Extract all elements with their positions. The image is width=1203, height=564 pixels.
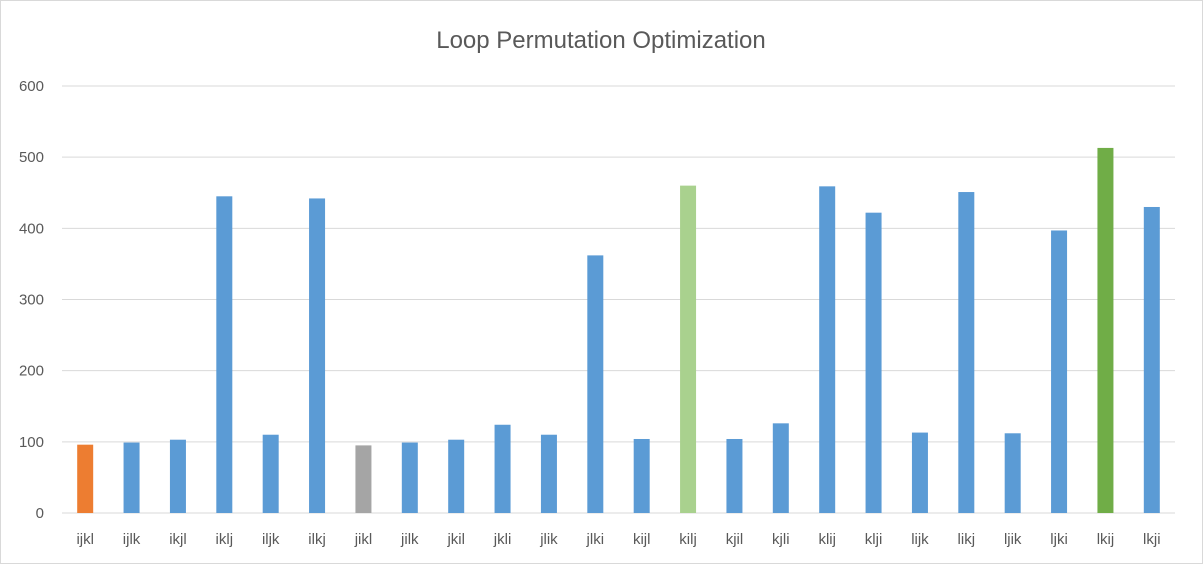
x-tick-label: klij	[818, 531, 836, 548]
x-tick-label: lkji	[1143, 531, 1161, 548]
x-tick-label: ilkj	[308, 531, 326, 548]
bar-lijk	[911, 432, 928, 513]
bar-kijl	[633, 438, 650, 513]
bar-klij	[819, 186, 836, 513]
x-tick-label: jilk	[400, 531, 419, 548]
bar-jlki	[587, 255, 604, 513]
x-tick-label: kijl	[633, 531, 651, 548]
x-tick-label: ljki	[1050, 531, 1068, 548]
chart-title: Loop Permutation Optimization	[436, 27, 766, 54]
x-tick-label: likj	[958, 531, 976, 548]
bar-kjil	[726, 438, 743, 513]
x-tick-label: lijk	[911, 531, 929, 548]
bar-kilj	[680, 185, 697, 513]
x-tick-label: iljk	[262, 531, 280, 548]
bar-ilkj	[309, 198, 326, 513]
bar-ikjl	[169, 439, 186, 513]
bar-jkli	[494, 424, 511, 513]
bar-lkij	[1097, 147, 1114, 514]
x-tick-label: ijlk	[123, 531, 141, 548]
bar-iljk	[262, 434, 279, 513]
bar-ijlk	[123, 442, 140, 513]
bar-ijkl	[77, 444, 94, 513]
x-tick-label: kjil	[726, 531, 744, 548]
bar-jilk	[401, 442, 418, 513]
bar-kjli	[772, 423, 789, 513]
x-tick-label: ikjl	[169, 531, 187, 548]
gridlines	[62, 85, 1175, 514]
x-tick-label: klji	[865, 531, 883, 548]
bar-lkji	[1143, 206, 1160, 514]
y-axis-ticks: 0 100 200 300 400 500 600	[19, 78, 44, 522]
y-tick-label: 300	[19, 292, 44, 309]
x-axis-ticks: ijkl ijlk ikjl iklj iljk ilkj jikl jilk jkil jkli…	[76, 531, 1160, 548]
bar-jlik	[540, 434, 557, 513]
bar-jikl	[355, 445, 372, 513]
bar-iklj	[216, 196, 233, 513]
y-tick-label: 0	[36, 505, 44, 522]
x-tick-label: kilj	[679, 531, 697, 548]
bar-ljik	[1004, 433, 1021, 513]
x-tick-label: jikl	[354, 531, 373, 548]
y-tick-label: 600	[19, 78, 44, 95]
bar-likj	[958, 192, 975, 514]
bar-klji	[865, 212, 882, 513]
bars	[77, 147, 1160, 514]
x-tick-label: ljik	[1004, 531, 1022, 548]
y-tick-label: 400	[19, 220, 44, 237]
x-tick-label: jlik	[539, 531, 558, 548]
x-tick-label: ijkl	[76, 531, 94, 548]
bar-jkil	[448, 439, 465, 513]
x-tick-label: jkil	[446, 531, 465, 548]
bar-ljki	[1051, 230, 1068, 513]
x-tick-label: lkij	[1097, 531, 1115, 548]
x-tick-label: kjli	[772, 531, 790, 548]
x-tick-label: iklj	[216, 531, 234, 548]
y-tick-label: 200	[19, 363, 44, 380]
x-tick-label: jlki	[586, 531, 605, 548]
x-tick-label: jkli	[493, 531, 512, 548]
y-tick-label: 500	[19, 149, 44, 166]
y-tick-label: 100	[19, 434, 44, 451]
